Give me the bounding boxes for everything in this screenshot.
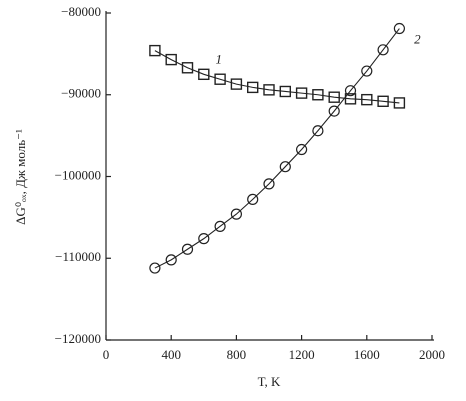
marker [263, 84, 275, 96]
x-tick-label: 800 [227, 347, 247, 362]
marker [198, 68, 210, 81]
marker [393, 22, 405, 35]
x-tick-label: 1200 [289, 347, 315, 362]
x-tick-label: 0 [103, 347, 110, 362]
marker [344, 93, 357, 105]
series-label: 2 [414, 32, 421, 47]
marker [246, 81, 259, 94]
marker [393, 97, 406, 109]
x-tick-label: 1600 [354, 347, 380, 362]
marker [149, 262, 161, 274]
marker [295, 87, 308, 99]
y-axis-label: ΔG⁰ₒₓ, Дж моль⁻¹ [13, 129, 28, 225]
y-tick-label: −90000 [61, 86, 101, 101]
marker [198, 233, 210, 245]
marker [361, 65, 373, 77]
y-tick-label: −120000 [55, 331, 101, 346]
marker [312, 89, 324, 101]
marker [296, 143, 308, 156]
y-tick-label: −100000 [55, 167, 101, 182]
x-tick-label: 400 [161, 347, 181, 362]
marker [361, 93, 373, 106]
series-label: 1 [216, 51, 223, 66]
y-tick-label: −80000 [61, 4, 101, 19]
marker [181, 243, 194, 255]
series-line [154, 50, 400, 104]
marker [312, 125, 324, 137]
x-tick-label: 2000 [419, 347, 445, 362]
marker [328, 91, 340, 103]
marker [181, 62, 194, 74]
marker [279, 85, 291, 98]
marker [230, 78, 243, 90]
x-axis-label: T, K [258, 374, 281, 389]
y-tick-label: −110000 [55, 249, 101, 264]
marker [279, 161, 291, 173]
marker [263, 178, 275, 190]
marker [149, 44, 161, 57]
marker [344, 85, 357, 97]
marker [247, 193, 259, 205]
marker [214, 73, 226, 85]
marker [328, 105, 340, 117]
marker [230, 208, 242, 220]
marker [165, 53, 177, 66]
marker [377, 44, 389, 56]
marker [165, 254, 177, 266]
series-line [154, 28, 400, 269]
marker [377, 95, 389, 107]
marker [214, 220, 226, 232]
